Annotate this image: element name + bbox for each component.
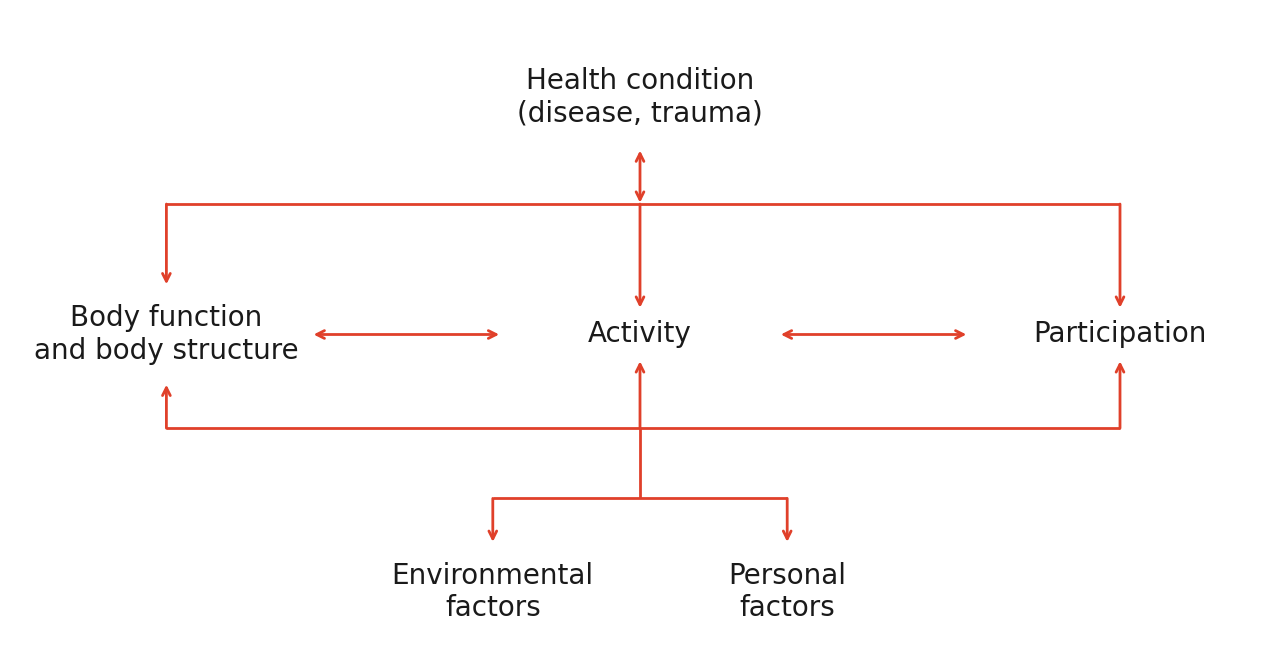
Text: Participation: Participation [1033, 320, 1207, 349]
Text: Environmental
factors: Environmental factors [392, 562, 594, 622]
Text: Body function
and body structure: Body function and body structure [35, 304, 298, 365]
Text: Health condition
(disease, trauma): Health condition (disease, trauma) [517, 67, 763, 127]
Text: Activity: Activity [588, 320, 692, 349]
Text: Personal
factors: Personal factors [728, 562, 846, 622]
